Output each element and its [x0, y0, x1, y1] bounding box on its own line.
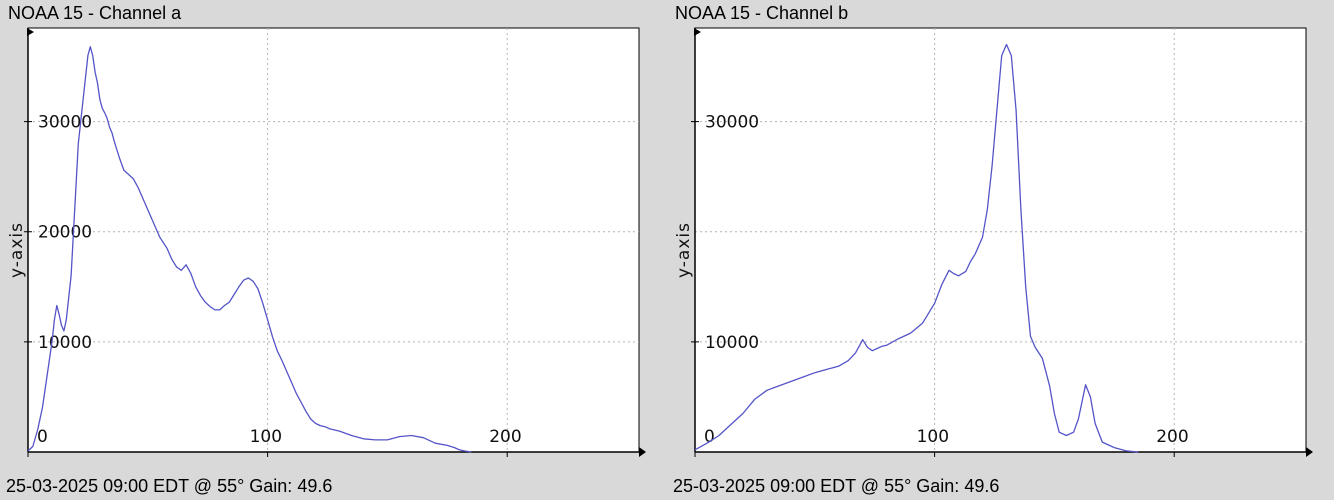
x-tick-label: 100 [250, 427, 282, 447]
chart-a: 0 100 200 10000 20000 30000 y-axis [7, 27, 646, 457]
series-line [694, 43, 1139, 453]
y-tick-label: 30000 [38, 113, 92, 133]
plot-area [27, 27, 640, 453]
series-line [27, 46, 472, 453]
y-axis-arrow-icon [694, 28, 701, 36]
y-axis-label: y-axis [7, 222, 27, 278]
chart-footer: 25-03-2025 09:00 EDT @ 55° Gain: 49.6 [673, 476, 1000, 496]
y-axis-arrow-icon [27, 28, 34, 36]
plot-area [694, 27, 1307, 453]
chart-title: NOAA 15 - Channel a [8, 3, 182, 23]
chart-b: 0 100 200 10000 30000 y-axis [674, 27, 1313, 457]
chart-panel-a: NOAA 15 - Channel a 0 100 200 10000 20000 300… [6, 0, 646, 500]
x-tick-label: 200 [489, 427, 521, 447]
x-axis-arrow-icon [1306, 447, 1313, 457]
y-tick-label: 30000 [705, 113, 759, 133]
chart-title: NOAA 15 - Channel b [675, 3, 849, 23]
chart-footer: 25-03-2025 09:00 EDT @ 55° Gain: 49.6 [6, 476, 333, 496]
y-tick-label: 10000 [705, 333, 759, 353]
x-tick-label: 0 [37, 427, 48, 447]
y-axis-label: y-axis [674, 222, 694, 278]
chart-panel-b: NOAA 15 - Channel b 0 100 200 10000 30000 y-a… [673, 0, 1313, 500]
x-tick-label: 100 [917, 427, 949, 447]
y-tick-label: 10000 [38, 333, 92, 353]
x-tick-label: 0 [704, 427, 715, 447]
x-axis-arrow-icon [639, 447, 646, 457]
x-tick-label: 200 [1156, 427, 1188, 447]
y-tick-label: 20000 [38, 223, 92, 243]
